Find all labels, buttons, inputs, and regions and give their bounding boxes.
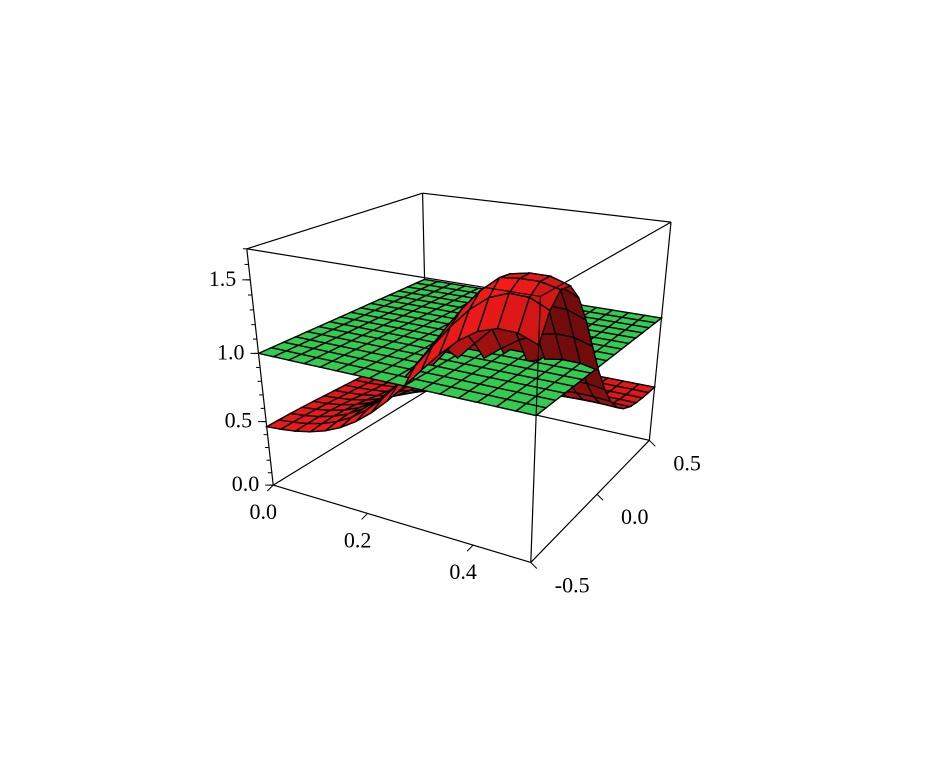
svg-text:-0.5: -0.5 bbox=[555, 572, 590, 597]
svg-text:0.0: 0.0 bbox=[249, 499, 277, 524]
plot-svg: 0.0 0.5 1.0 1.5 0.0 0.2 0.4 -0.5 0.0 0.5 bbox=[0, 0, 945, 760]
svg-text:0.2: 0.2 bbox=[344, 527, 372, 552]
surfaces bbox=[258, 273, 661, 432]
svg-text:0.5: 0.5 bbox=[673, 450, 701, 475]
svg-text:0.0: 0.0 bbox=[621, 504, 649, 529]
svg-text:1.0: 1.0 bbox=[217, 339, 245, 364]
svg-text:0.5: 0.5 bbox=[225, 408, 253, 433]
svg-text:0.4: 0.4 bbox=[449, 559, 477, 584]
svg-text:1.5: 1.5 bbox=[209, 266, 237, 291]
svg-text:0.0: 0.0 bbox=[232, 471, 260, 496]
surface-plot-3d: 0.0 0.5 1.0 1.5 0.0 0.2 0.4 -0.5 0.0 0.5 bbox=[0, 0, 945, 760]
